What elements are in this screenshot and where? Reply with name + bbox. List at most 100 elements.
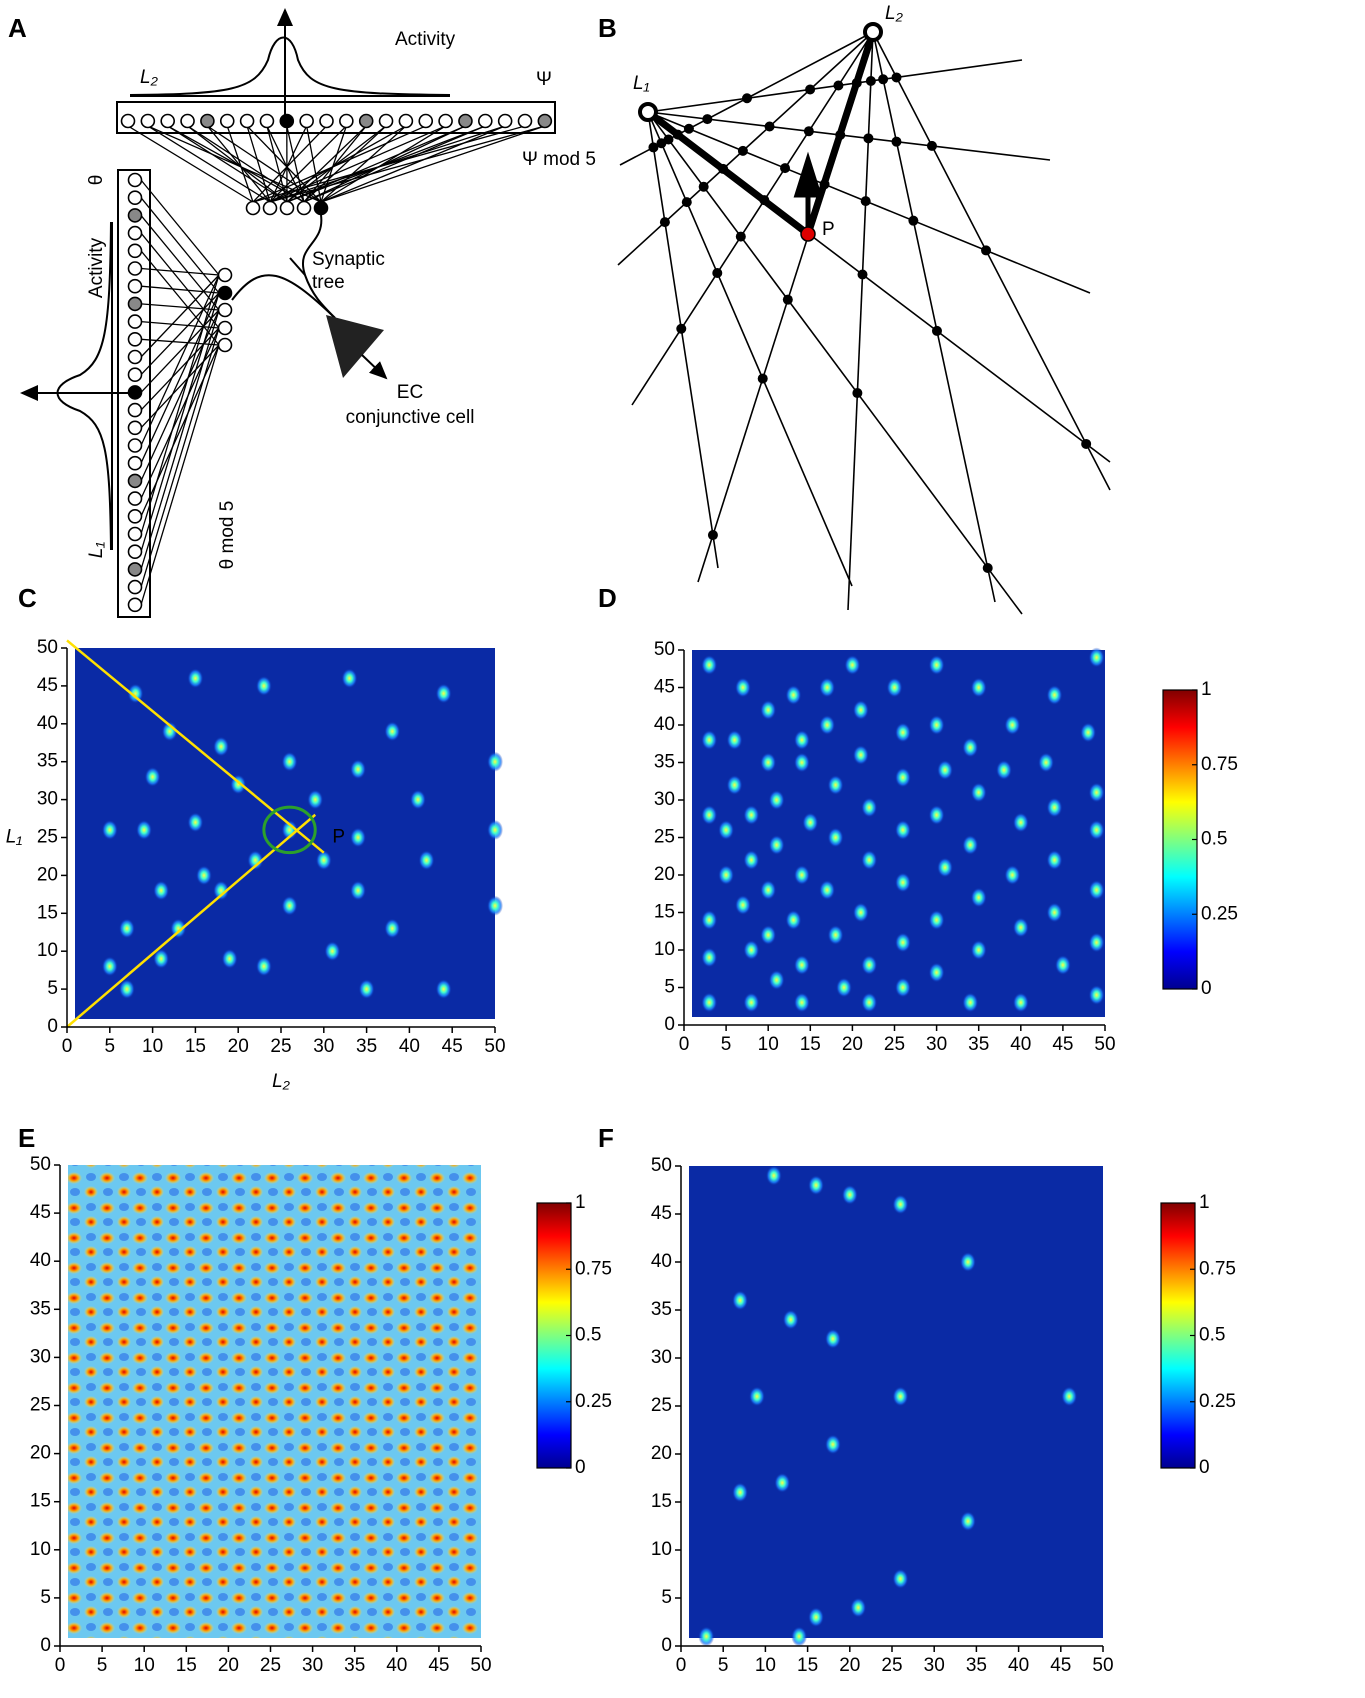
vector xyxy=(804,30,877,236)
activity-spot xyxy=(768,970,785,990)
neuron xyxy=(458,113,473,129)
connection xyxy=(140,232,220,329)
activity-spot xyxy=(1088,985,1105,1005)
neuron xyxy=(127,385,143,400)
label: Ψ xyxy=(536,69,552,90)
activity-spot xyxy=(748,1386,765,1407)
y-tick-label: 5 xyxy=(47,978,58,999)
activity-spot xyxy=(894,872,911,893)
activity-spot xyxy=(698,1626,715,1647)
x-tick-label: 20 xyxy=(228,1036,249,1057)
y-tick-label: 50 xyxy=(654,639,675,660)
y-tick-label: 25 xyxy=(651,1395,672,1416)
y-tick-label: 30 xyxy=(37,789,58,810)
colorbar-label: 0 xyxy=(1199,1457,1210,1478)
intersection xyxy=(737,145,748,156)
activity-spot xyxy=(734,677,751,698)
neuron xyxy=(127,420,143,436)
neuron xyxy=(127,473,143,489)
iso-line xyxy=(647,111,1051,161)
activity-spot xyxy=(962,835,979,855)
y-tick-label: 0 xyxy=(47,1016,58,1037)
intersection xyxy=(681,197,692,208)
activity-spot xyxy=(827,775,844,795)
intersection xyxy=(860,196,871,207)
activity-spot xyxy=(734,895,751,915)
label: Ψ mod 5 xyxy=(522,149,596,170)
activity-spot xyxy=(970,940,987,960)
x-tick-label: 0 xyxy=(55,1655,66,1676)
intersection xyxy=(981,245,992,256)
neuron xyxy=(200,113,215,129)
neuron xyxy=(127,367,143,383)
connection xyxy=(246,125,271,203)
activity-spot xyxy=(187,812,204,833)
y-tick-label: 35 xyxy=(654,752,675,773)
x-tick-label: 10 xyxy=(134,1655,155,1676)
connection xyxy=(140,309,220,393)
neuron xyxy=(217,285,233,301)
activity-spot xyxy=(995,760,1012,780)
activity-spot xyxy=(247,850,264,871)
x-tick-label: 25 xyxy=(881,1655,902,1676)
neuron xyxy=(326,315,384,378)
panel-label: D xyxy=(598,583,617,613)
x-tick-label: 40 xyxy=(399,1036,420,1057)
activity-spot xyxy=(435,683,452,704)
neuron xyxy=(239,113,255,129)
activity-spot xyxy=(701,655,718,675)
dendrite xyxy=(231,274,336,319)
y-tick-label: 20 xyxy=(651,1443,672,1464)
activity-spot xyxy=(1046,797,1063,818)
activity-spot xyxy=(774,1472,791,1493)
x-tick-label: 45 xyxy=(428,1655,449,1676)
neuron xyxy=(127,208,143,223)
neuron xyxy=(517,113,533,129)
x-tick-label: 5 xyxy=(105,1036,116,1057)
heatmap-panel: C P 0 5 10 15 20 25 30 35 40 45 50 0 5 10 15 20 25 30 35 40 45… xyxy=(6,583,506,1092)
y-tick-label: 45 xyxy=(37,675,58,696)
y-tick-label: 40 xyxy=(654,714,675,735)
activity-spot xyxy=(255,675,272,696)
activity-spot xyxy=(765,1165,782,1186)
label: L₂ xyxy=(140,67,159,88)
intersection xyxy=(702,114,713,125)
activity-spot xyxy=(1046,902,1063,923)
connection xyxy=(187,125,305,203)
x-tick-label: 0 xyxy=(679,1034,690,1055)
x-tick-label: 10 xyxy=(755,1655,776,1676)
y-tick-label: 0 xyxy=(664,1014,675,1035)
colorbar-label: 0.75 xyxy=(575,1258,612,1279)
iso-line xyxy=(872,31,996,603)
neuron xyxy=(279,113,295,129)
annotation-line xyxy=(66,813,317,1028)
y-tick-label: 10 xyxy=(654,939,675,960)
activity-spot xyxy=(850,1597,867,1618)
y-tick-label: 20 xyxy=(654,864,675,885)
colorbar-label: 0.25 xyxy=(1199,1391,1236,1412)
x-tick-label: 25 xyxy=(260,1655,281,1676)
activity-spot xyxy=(1046,685,1063,705)
x-tick-label: 5 xyxy=(97,1655,108,1676)
activity-spot xyxy=(743,940,760,960)
heatmap-panel: E0 5 10 15 20 25 30 35 40 45 500510152025303540455… xyxy=(18,1123,612,1676)
label: L₁ xyxy=(86,542,107,559)
neuron xyxy=(127,402,143,418)
connection xyxy=(320,125,546,203)
neuron xyxy=(438,113,453,129)
intersection xyxy=(757,373,768,384)
activity-spot xyxy=(1061,1386,1078,1407)
colorbar xyxy=(1162,689,1198,990)
connection xyxy=(269,125,308,203)
neuron xyxy=(262,200,278,216)
activity-spot xyxy=(959,1511,976,1532)
activity-spot xyxy=(170,918,187,939)
neuron xyxy=(127,296,143,312)
connection xyxy=(140,274,220,535)
neuron xyxy=(127,225,143,241)
y-tick-label: 30 xyxy=(30,1346,51,1367)
activity-spot xyxy=(435,979,452,1000)
activity-spot xyxy=(970,887,987,908)
activity-spot xyxy=(255,956,272,977)
activity-spot xyxy=(819,715,836,735)
